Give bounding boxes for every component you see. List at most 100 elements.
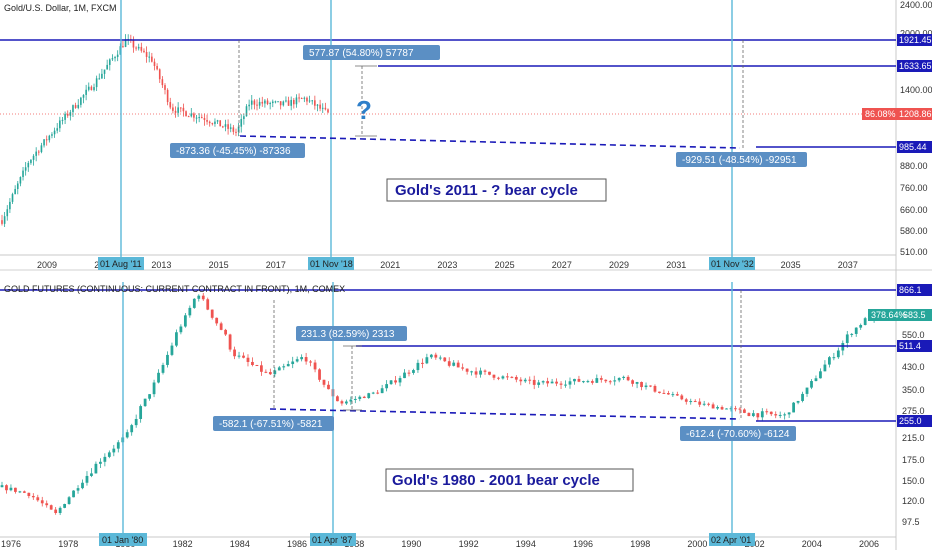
top-y-tick: 1400.00 [900,85,932,95]
bottom-candle [300,357,304,360]
bottom-candle [814,378,818,382]
top-caption-box [386,178,607,202]
top-candle [222,126,224,128]
bottom-candle [103,456,107,462]
top-candle [174,110,177,113]
top-candle [256,104,258,106]
bottom-candle [63,503,66,508]
bottom-candle [380,388,384,394]
top-candle [277,101,279,103]
top-x-tick: 2035 [781,260,801,270]
bottom-candle [734,408,737,410]
bottom-candle [859,324,863,328]
bottom-candle [801,393,804,401]
top-x-tick: 2013 [151,260,171,270]
bottom-candle [823,364,827,372]
top-candle [295,97,298,105]
top-candle [232,127,235,132]
bottom-candle [336,396,339,402]
bottom-candle [805,387,809,394]
bottom-candle [783,414,787,416]
bottom-candle [684,399,688,402]
bottom-candle [519,379,523,382]
bottom-candle [157,372,160,383]
top-candle [108,59,111,65]
bottom-candle [702,403,706,405]
bottom-candle [349,399,353,402]
top-date-marker-1-label: 01 Aug '11 [100,259,142,269]
bottom-candle [653,385,657,392]
top-candle [311,100,314,102]
bottom-candle [90,473,93,476]
bottom-x-tick: 1982 [173,539,193,549]
bottom-candle [425,357,429,364]
bottom-candle [9,487,13,491]
top-candle [51,134,53,136]
bottom-candle [166,354,169,365]
top-candle [140,46,143,51]
bottom-candle [523,379,527,382]
top-candle [14,189,16,195]
bottom-candle [568,381,572,385]
top-drop-box [170,143,305,158]
bottom-candle [125,432,129,438]
bottom-y-tick: 350.0 [902,385,925,395]
bottom-candle [0,485,4,488]
bottom-candle [470,371,473,373]
bottom-candle [774,414,778,416]
top-candle [148,56,151,58]
bottom-x-tick: 1984 [230,539,250,549]
top-candle [145,52,148,57]
top-candle [114,57,116,59]
bottom-candle [635,382,639,384]
top-candle [253,100,256,105]
bottom-candle [344,401,348,404]
bottom-candle [550,381,554,384]
top-date-marker-1 [98,257,144,270]
bottom-rise-box [296,326,407,341]
bottom-date-marker-1 [99,533,147,546]
bottom-candle [434,354,438,358]
bottom-candle [756,413,760,418]
bottom-candle [577,378,581,382]
bottom-y-tick: 175.0 [902,455,925,465]
top-candle [122,46,124,48]
bottom-candle [640,382,643,388]
top-x-tick: 2031 [666,260,686,270]
bottom-candle [617,377,621,381]
bottom-candle [662,392,666,394]
top-candle [101,73,103,79]
bottom-candle [626,376,630,381]
bottom-candle [18,491,22,493]
bottom-tag-255-label: 255.0 [899,416,922,426]
top-candle [66,113,69,116]
top-candle [59,120,61,129]
bottom-candle [631,380,634,384]
bottom-candle [385,384,389,389]
top-candle [132,40,135,48]
bottom-candle [54,509,58,514]
bottom-candle [246,357,250,362]
bottom-candle [139,406,143,419]
top-candle [206,120,208,122]
bottom-candle [72,490,75,498]
bottom-candle [394,380,397,383]
bottom-candle [863,318,867,325]
top-candle [290,99,293,106]
top-candle [229,127,232,129]
bottom-candle [819,371,822,379]
top-date-marker-2 [308,257,354,270]
bottom-y-tick: 430.0 [902,362,925,372]
bottom-chart-title: GOLD FUTURES (CONTINUOUS: CURRENT CONTRA… [4,284,345,294]
bottom-candle [604,379,608,382]
bottom-tag-511 [897,340,932,352]
bottom-candle [738,408,742,410]
bottom-candle [707,403,711,405]
top-candle [27,162,30,168]
top-candle [37,151,40,153]
bottom-candle [675,394,679,396]
bottom-drop2-box [680,426,796,441]
bottom-x-tick: 2006 [859,539,879,549]
top-candle [224,124,227,127]
top-last-pct: 86.08% [865,109,896,119]
